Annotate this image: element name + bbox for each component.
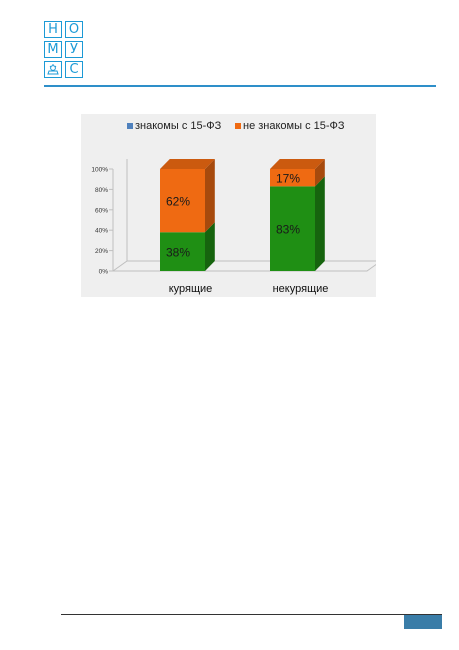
y-tick-label: 60% bbox=[95, 207, 108, 214]
bar-segment bbox=[270, 169, 315, 187]
bar-segment bbox=[160, 232, 205, 271]
logo-emblem-icon bbox=[44, 61, 62, 78]
data-label: 62% bbox=[166, 195, 190, 209]
bar-segment-top bbox=[270, 159, 325, 169]
logo-letter: М bbox=[44, 41, 62, 58]
category-label: курящие bbox=[169, 283, 213, 295]
bar-segment-side bbox=[205, 159, 215, 233]
logo-letter: О bbox=[65, 21, 83, 38]
chart-legend: знакомы с 15-ФЗ не знакомы с 15-ФЗ bbox=[81, 117, 376, 135]
legend-label-unaware: не знакомы с 15-ФЗ bbox=[243, 120, 345, 132]
data-label: 17% bbox=[276, 172, 300, 186]
footer-rule bbox=[61, 614, 442, 615]
y-tick-label: 0% bbox=[99, 269, 109, 276]
page-number-tab bbox=[404, 615, 442, 629]
bar-segment-side bbox=[315, 176, 325, 271]
logo-letter: Н bbox=[44, 21, 62, 38]
y-tick-label: 80% bbox=[95, 187, 108, 194]
bar-segment-top bbox=[160, 159, 215, 169]
bar-segment bbox=[160, 169, 205, 233]
logo-letter: У bbox=[65, 41, 83, 58]
y-tick-label: 100% bbox=[91, 167, 108, 174]
logo-letter: С bbox=[65, 61, 83, 78]
header-rule bbox=[44, 85, 436, 87]
y-tick-label: 20% bbox=[95, 248, 108, 255]
bar-segment-side bbox=[315, 159, 325, 187]
logo: Н О М У С bbox=[44, 21, 84, 78]
legend-swatch-unaware bbox=[235, 123, 241, 129]
bar-segment bbox=[270, 186, 315, 271]
bar-segment-side bbox=[205, 222, 215, 271]
chart-plot: 0% 20% 40% 60% 80% 100% 38% 62% курящие 83% 17% нек… bbox=[91, 159, 376, 295]
category-label: некурящие bbox=[273, 283, 329, 295]
y-tick-label: 40% bbox=[95, 228, 108, 235]
data-label: 83% bbox=[276, 223, 300, 237]
legend-swatch-aware bbox=[127, 123, 133, 129]
chart: знакомы с 15-ФЗ не знакомы с 15-ФЗ 0% 20%… bbox=[81, 114, 376, 297]
legend-label-aware: знакомы с 15-ФЗ bbox=[135, 120, 222, 132]
chart-floor bbox=[111, 260, 376, 272]
data-label: 38% bbox=[166, 246, 190, 260]
